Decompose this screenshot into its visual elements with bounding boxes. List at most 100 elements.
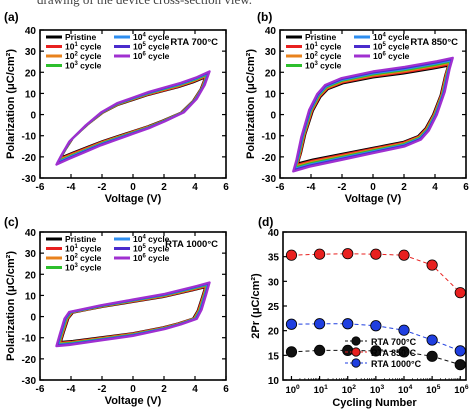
panel-letter: (c): [4, 215, 19, 229]
y-tick-label: 40: [25, 26, 37, 37]
legend-label: 102 cycle: [65, 253, 102, 263]
x-axis-label: Voltage (V): [105, 395, 162, 407]
legend-label: 105 cycle: [373, 42, 410, 52]
legend-label: Pristine: [305, 32, 336, 42]
temperature-annotation: RTA 850°C: [410, 37, 458, 48]
data-point: [285, 249, 298, 261]
y-tick-label: -10: [22, 132, 37, 143]
y-tick-label: 10: [265, 89, 277, 100]
legend-label: 105 cycle: [133, 42, 170, 52]
y-tick-label: 35: [268, 253, 280, 264]
legend-swatch-marker: [351, 336, 361, 346]
x-tick-label: 0: [130, 182, 136, 193]
legend-label: 101 cycle: [65, 42, 102, 52]
y-tick-label: 0: [270, 111, 276, 122]
y-tick-label: 10: [25, 291, 37, 302]
legend-label: 104 cycle: [373, 32, 410, 42]
panel-letter: (d): [258, 215, 273, 229]
y-tick-label: 30: [268, 277, 280, 288]
x-tick-label: 103: [370, 384, 385, 396]
legend-label: 101 cycle: [65, 244, 102, 254]
y-tick-label: 20: [25, 68, 37, 79]
x-tick-label: 104: [398, 384, 413, 396]
y-tick-label: -20: [22, 355, 37, 366]
temperature-annotation: RTA 700°C: [170, 37, 218, 48]
x-axis-label: Cycling Number: [332, 397, 417, 409]
x-tick-label: 6: [223, 384, 229, 395]
legend-label: 104 cycle: [133, 234, 170, 244]
legend-label: 103 cycle: [305, 61, 342, 71]
data-point: [313, 318, 326, 330]
data-point: [454, 345, 466, 357]
hysteresis-loop: [55, 281, 211, 348]
legend-label: 106 cycle: [373, 51, 410, 61]
legend-label: RTA 850°C: [371, 348, 417, 358]
y-tick-label: 40: [268, 228, 280, 239]
x-tick-label: -2: [98, 384, 107, 395]
x-tick-label: 0: [130, 384, 136, 395]
y-tick-label: 10: [25, 89, 37, 100]
x-tick-label: 4: [192, 384, 198, 395]
x-tick-label: 6: [463, 182, 469, 193]
data-point: [370, 320, 382, 332]
y-tick-label: -10: [262, 132, 277, 143]
data-point: [454, 359, 466, 371]
y-tick-label: -20: [262, 153, 277, 164]
y-tick-label: 0: [30, 313, 36, 324]
x-tick-label: -2: [98, 182, 107, 193]
legend-label: RTA 1000°C: [371, 359, 422, 369]
hysteresis-loop: [292, 56, 454, 173]
hysteresis-loop: [57, 73, 209, 163]
data-point: [342, 318, 354, 330]
legend-label: 106 cycle: [133, 253, 170, 263]
legend-label: RTA 700°C: [371, 337, 417, 347]
hysteresis-loop: [59, 76, 207, 159]
legend-label: 102 cycle: [65, 51, 102, 61]
x-axis-label: Voltage (V): [105, 193, 162, 205]
panel-letter: (b): [257, 10, 272, 24]
x-tick-label: 6: [223, 182, 229, 193]
data-point: [285, 318, 298, 330]
legend-label: 101 cycle: [305, 42, 342, 52]
data-point: [313, 248, 326, 260]
data-point: [398, 249, 410, 261]
x-tick-label: 102: [342, 384, 357, 396]
temperature-annotation: RTA 1000°C: [165, 239, 218, 250]
legend-swatch-marker: [351, 347, 361, 357]
data-point: [313, 344, 326, 356]
legend-swatch-marker: [351, 358, 361, 368]
x-tick-label: 2: [401, 182, 407, 193]
x-tick-label: 106: [454, 384, 469, 396]
data-point: [370, 248, 382, 260]
y-axis-label: Polarization (μC/cm²): [5, 251, 17, 361]
y-axis-label: Polarization (μC/cm²): [245, 49, 257, 159]
y-tick-label: -20: [22, 153, 37, 164]
x-tick-label: 105: [426, 384, 441, 396]
legend-label: 106 cycle: [133, 51, 170, 61]
y-tick-label: 20: [265, 68, 277, 79]
x-tick-label: -4: [307, 182, 316, 193]
y-tick-label: 40: [25, 228, 37, 239]
y-tick-label: 0: [30, 111, 36, 122]
x-tick-label: 4: [192, 182, 198, 193]
x-tick-label: -4: [67, 182, 76, 193]
y-tick-label: 40: [265, 26, 277, 37]
data-point: [370, 345, 382, 357]
y-tick-label: 30: [25, 249, 37, 260]
legend-label: 103 cycle: [65, 263, 102, 273]
y-tick-label: -30: [22, 174, 37, 185]
x-tick-label: -2: [338, 182, 347, 193]
legend-label: 103 cycle: [65, 61, 102, 71]
data-point: [426, 259, 438, 271]
caption-fragment: drawing of the device cross-section view…: [37, 0, 252, 8]
y-tick-label: -10: [22, 334, 37, 345]
y-tick-label: 30: [25, 47, 37, 58]
legend-label: 104 cycle: [133, 32, 170, 42]
panel-3: 100 101 102 103 104 105 106 10 15 20 25 30 35 40 Cycli…: [250, 215, 469, 409]
x-tick-label: 4: [432, 182, 438, 193]
x-axis-label: Voltage (V): [345, 193, 402, 205]
